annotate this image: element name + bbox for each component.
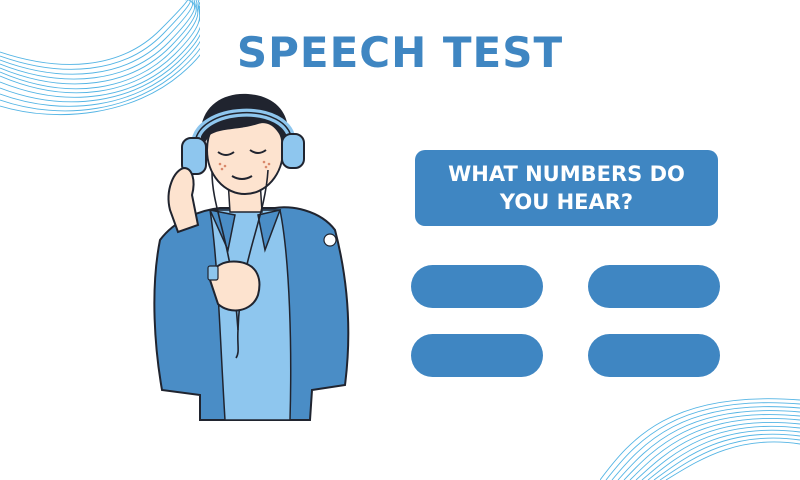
question-box: WHAT NUMBERS DO YOU HEAR? bbox=[415, 150, 718, 226]
person-with-headphones-icon bbox=[153, 93, 350, 421]
wave-lines-icon bbox=[600, 398, 800, 480]
answer-option-1[interactable] bbox=[411, 265, 543, 308]
answer-option-4[interactable] bbox=[588, 334, 720, 377]
answer-option-2[interactable] bbox=[588, 265, 720, 308]
answer-option-3[interactable] bbox=[411, 334, 543, 377]
page-title: SPEECH TEST bbox=[236, 28, 564, 77]
